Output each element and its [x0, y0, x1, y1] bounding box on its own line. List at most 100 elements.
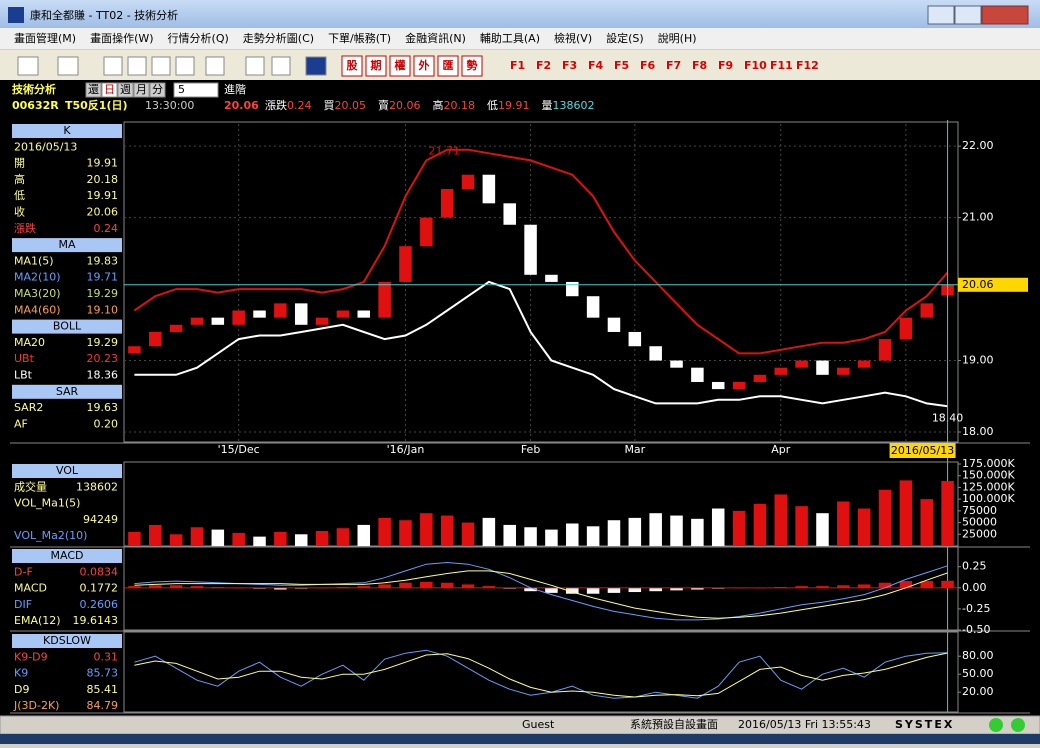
tool-icon[interactable] [175, 56, 195, 76]
panel-label: J(3D-2K) [13, 699, 59, 712]
panel-value: 19.63 [87, 401, 119, 414]
bar [878, 489, 892, 546]
x-tick-label: Apr [771, 443, 791, 456]
tab[interactable] [85, 82, 102, 98]
fkey[interactable]: F11 [770, 59, 793, 72]
menu-item[interactable]: 走勢分析圖(C) [243, 31, 314, 45]
candle [190, 317, 204, 325]
fkey[interactable]: F7 [666, 59, 681, 72]
panel-value: 0.24 [94, 222, 119, 235]
candle [607, 317, 621, 332]
quick-button[interactable] [437, 55, 459, 77]
bar [357, 524, 371, 546]
y-tick-label: 150.000K [962, 469, 1015, 482]
tool-icon[interactable] [271, 56, 291, 76]
tool-icon[interactable] [305, 56, 327, 76]
panel-label: D-F [14, 565, 33, 578]
menu-item[interactable]: 畫面操作(W) [90, 31, 153, 45]
bar [461, 584, 475, 588]
quick-button[interactable] [389, 55, 411, 77]
tab[interactable] [149, 82, 166, 98]
fkey[interactable]: F3 [562, 59, 577, 72]
minimize[interactable] [927, 5, 955, 25]
candle [461, 174, 475, 190]
quote-label: 高 [433, 98, 444, 112]
panel-label: MA4(60) [14, 303, 61, 316]
panel-label: EMA(12) [14, 614, 61, 627]
menu-item[interactable]: 檢視(V) [554, 31, 592, 45]
panel-header: MA [58, 238, 75, 251]
fkey[interactable]: F4 [588, 59, 604, 72]
tab[interactable] [117, 82, 134, 98]
x-tick-label: '16/Jan [387, 443, 425, 456]
menu-item[interactable]: 設定(S) [606, 31, 644, 45]
fkey[interactable]: F1 [510, 59, 525, 72]
tool-icon[interactable] [57, 56, 79, 76]
panel-header-bg [12, 634, 122, 648]
status-datetime: 2016/05/13 Fri 13:55:43 [738, 718, 871, 731]
panel-value: 0.0834 [80, 565, 119, 578]
candle [524, 224, 537, 275]
candle [211, 317, 225, 325]
advanced[interactable]: 進階 [224, 82, 246, 96]
y-tick-label: 75000 [962, 504, 997, 517]
fkey[interactable]: F10 [744, 59, 767, 72]
bar [920, 581, 933, 588]
quick-button[interactable] [365, 55, 387, 77]
menu-item[interactable]: 說明(H) [658, 31, 697, 45]
tool-icon[interactable] [127, 56, 147, 76]
candle [232, 310, 245, 325]
bar [524, 587, 537, 592]
bar [274, 587, 287, 590]
quick-button[interactable] [341, 55, 363, 77]
tool-icon[interactable] [205, 56, 225, 76]
menu-item[interactable]: 下單/帳務(T) [328, 31, 391, 45]
quick-button[interactable] [461, 55, 483, 77]
last-price-label: 20.06 [962, 278, 994, 291]
menu-item[interactable]: 金融資訊(N) [405, 31, 466, 45]
y-tick-label: 25000 [962, 527, 997, 540]
menu-item[interactable]: 輔助工具(A) [480, 31, 540, 45]
tab[interactable] [133, 82, 150, 98]
series-line [134, 652, 948, 698]
y-tick-label: 175.000K [962, 457, 1015, 470]
window-title: 康和全都賺 - TT02 - 技術分析 [30, 8, 178, 22]
fkey[interactable]: F2 [536, 59, 551, 72]
candle [420, 217, 433, 247]
last-price-box [958, 277, 1028, 292]
panel-value: 19.10 [87, 303, 119, 316]
bar [586, 526, 600, 546]
fkey[interactable]: F6 [640, 59, 656, 72]
fkey[interactable]: F5 [614, 59, 629, 72]
bar [440, 515, 454, 546]
quick-button-label: 外 [418, 58, 430, 72]
status-light [989, 718, 1003, 732]
tab[interactable] [101, 82, 118, 98]
fkey[interactable]: F9 [718, 59, 733, 72]
candle [274, 303, 287, 318]
tool-icon[interactable] [103, 56, 123, 76]
panel-label: UBt [14, 352, 35, 365]
pane-frame [123, 461, 959, 547]
period-box[interactable] [173, 82, 219, 98]
bar [878, 582, 892, 588]
tool-icon[interactable] [245, 56, 265, 76]
menu-item[interactable]: 畫面管理(M) [14, 31, 76, 45]
quick-button[interactable] [413, 55, 435, 77]
maximize[interactable] [954, 5, 982, 25]
quote-line: 00632R T50反1(日) 13:30:00 20.06 漲跌 0.24 買 20.05 賣… [12, 98, 595, 112]
fkey[interactable]: F8 [692, 59, 707, 72]
close[interactable] [981, 5, 1029, 25]
pane-frame [123, 631, 959, 713]
fkey[interactable]: F12 [796, 59, 819, 72]
bar [315, 531, 329, 546]
panel-label: 成交量 [14, 479, 47, 493]
tab-label: 分 [152, 83, 163, 96]
quote-time: 13:30:00 [145, 99, 194, 112]
panel-value: 0.1772 [80, 582, 119, 595]
menu-item[interactable]: 行情分析(Q) [168, 31, 229, 45]
bar [482, 586, 496, 588]
tool-icon[interactable] [17, 56, 39, 76]
panel-value: 94249 [83, 513, 118, 526]
tool-icon[interactable] [151, 56, 171, 76]
